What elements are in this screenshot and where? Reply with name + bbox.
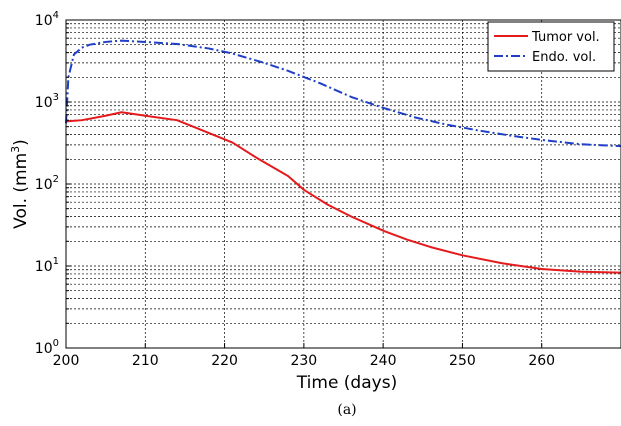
- y-tick-exponent: 3: [53, 92, 59, 103]
- x-tick-label: 250: [449, 353, 476, 369]
- y-tick-label: 102: [35, 174, 59, 193]
- y-tick-exponent: 1: [53, 256, 59, 267]
- endo-volume-line: [65, 39, 621, 148]
- y-tick-base: 10: [35, 259, 53, 275]
- x-tick-label: 200: [53, 353, 80, 369]
- legend-box: [487, 21, 615, 72]
- x-tick-label: 230: [290, 353, 317, 369]
- y-axis-title-main: Vol. (mm: [11, 153, 31, 229]
- x-tick-label: 240: [370, 353, 397, 369]
- y-axis-title-end: ): [11, 139, 31, 146]
- legend-label-tumor: Tumor vol.: [531, 30, 600, 45]
- y-tick-exponent: 0: [53, 338, 59, 349]
- legend-label-endo: Endo. vol.: [532, 50, 596, 65]
- x-tick-label: 220: [211, 353, 238, 369]
- x-tick-label: 210: [132, 353, 159, 369]
- figure-caption: (a): [337, 402, 356, 418]
- y-axis-title-sup: 3: [9, 146, 22, 153]
- y-tick-label: 104: [35, 10, 59, 29]
- y-axis-title: Vol. (mm3): [9, 139, 31, 229]
- tumor-volume-line: [65, 111, 621, 274]
- y-tick-label: 100: [35, 338, 59, 357]
- y-tick-label: 103: [35, 92, 59, 111]
- y-tick-base: 10: [35, 177, 53, 193]
- y-tick-label: 101: [35, 256, 59, 275]
- y-tick-base: 10: [35, 95, 53, 111]
- y-tick-base: 10: [35, 13, 53, 29]
- y-tick-exponent: 2: [53, 174, 59, 185]
- series-layer: [65, 39, 621, 274]
- y-tick-exponent: 4: [53, 10, 59, 21]
- x-tick-label: 260: [528, 353, 555, 369]
- legend: Tumor vol. Endo. vol.: [487, 21, 615, 72]
- y-tick-base: 10: [35, 341, 53, 357]
- x-axis-title: Time (days): [296, 373, 397, 393]
